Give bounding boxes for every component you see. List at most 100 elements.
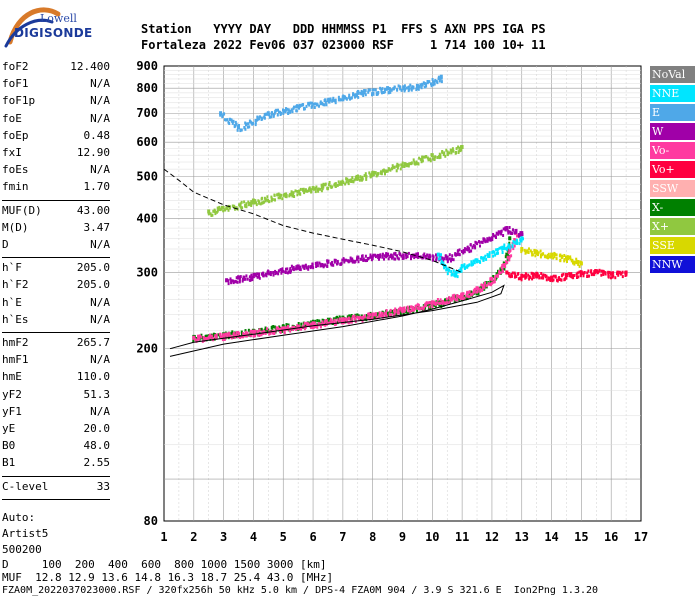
data-point bbox=[442, 300, 445, 304]
data-point bbox=[260, 272, 263, 276]
data-point bbox=[440, 253, 442, 257]
data-point bbox=[516, 239, 519, 243]
data-point bbox=[501, 267, 504, 271]
data-point bbox=[254, 273, 257, 277]
data-point bbox=[275, 108, 278, 112]
data-point bbox=[538, 276, 541, 280]
data-point bbox=[298, 191, 301, 195]
data-point bbox=[245, 274, 248, 278]
data-point bbox=[304, 189, 307, 193]
data-point bbox=[310, 325, 313, 329]
data-point bbox=[515, 275, 518, 279]
data-point bbox=[515, 239, 518, 243]
data-point bbox=[438, 155, 441, 158]
data-point bbox=[295, 326, 298, 330]
data-point bbox=[425, 82, 427, 86]
param-value: 48.0 bbox=[83, 439, 111, 453]
data-point bbox=[391, 167, 394, 171]
data-point bbox=[459, 267, 462, 271]
data-point bbox=[222, 333, 225, 337]
data-point bbox=[412, 253, 414, 257]
data-point bbox=[379, 253, 382, 257]
data-point bbox=[575, 257, 578, 261]
data-point bbox=[268, 330, 271, 334]
data-point bbox=[482, 258, 485, 262]
data-point bbox=[425, 301, 428, 305]
data-point bbox=[354, 176, 357, 179]
data-point bbox=[393, 313, 396, 317]
data-point bbox=[260, 197, 263, 201]
data-point bbox=[445, 301, 448, 305]
y-tick-label: 900 bbox=[136, 59, 158, 73]
data-point bbox=[247, 203, 250, 207]
data-point bbox=[221, 114, 224, 118]
data-point-anchor bbox=[237, 125, 240, 130]
data-point bbox=[473, 287, 476, 291]
data-point bbox=[466, 291, 468, 295]
data-point bbox=[324, 98, 327, 102]
data-point bbox=[401, 164, 404, 168]
data-point bbox=[247, 200, 250, 204]
data-point bbox=[370, 174, 372, 178]
data-point bbox=[321, 318, 324, 322]
data-point bbox=[485, 284, 488, 288]
data-point bbox=[484, 281, 487, 284]
data-point bbox=[345, 177, 348, 181]
data-point bbox=[469, 292, 472, 296]
data-point bbox=[439, 155, 442, 159]
data-point bbox=[509, 230, 512, 234]
data-point bbox=[233, 336, 236, 339]
data-point bbox=[457, 151, 460, 154]
data-point bbox=[422, 307, 425, 311]
data-point bbox=[332, 96, 335, 100]
data-point bbox=[385, 309, 388, 312]
data-point-anchor bbox=[436, 252, 440, 257]
data-point bbox=[433, 80, 436, 84]
data-point bbox=[475, 291, 478, 295]
param-row: foE N/A bbox=[2, 112, 110, 129]
data-point bbox=[616, 272, 618, 276]
data-point bbox=[373, 313, 376, 317]
data-point bbox=[233, 125, 236, 129]
data-point bbox=[457, 249, 459, 253]
data-point bbox=[306, 321, 309, 325]
data-point bbox=[290, 327, 293, 331]
data-point bbox=[478, 240, 480, 244]
data-point bbox=[308, 102, 311, 105]
data-point bbox=[210, 334, 213, 338]
x-tick-label: 17 bbox=[634, 530, 648, 544]
data-point bbox=[370, 172, 373, 176]
data-point bbox=[256, 272, 259, 276]
data-point bbox=[224, 208, 226, 212]
data-point bbox=[364, 317, 367, 321]
data-point bbox=[316, 325, 319, 329]
data-point bbox=[460, 145, 462, 149]
data-point bbox=[483, 284, 486, 287]
data-point bbox=[353, 260, 356, 264]
data-point bbox=[410, 161, 413, 165]
data-point bbox=[205, 337, 208, 341]
data-point bbox=[531, 253, 534, 257]
data-point bbox=[328, 100, 330, 104]
data-point bbox=[267, 199, 270, 203]
data-point bbox=[304, 323, 307, 327]
data-point bbox=[519, 234, 522, 237]
data-point bbox=[319, 101, 322, 105]
data-point bbox=[435, 300, 438, 304]
data-point bbox=[354, 95, 356, 99]
data-point bbox=[272, 273, 275, 277]
data-point bbox=[313, 321, 316, 325]
data-point bbox=[359, 316, 362, 320]
data-point bbox=[259, 202, 262, 206]
data-point bbox=[440, 303, 443, 307]
data-point bbox=[233, 280, 236, 284]
data-point bbox=[282, 108, 284, 112]
data-point bbox=[595, 269, 598, 273]
data-point bbox=[290, 190, 293, 194]
data-point bbox=[453, 299, 456, 303]
data-point bbox=[471, 246, 474, 250]
data-point bbox=[208, 334, 211, 338]
data-point bbox=[483, 281, 486, 285]
data-point bbox=[515, 240, 517, 244]
data-point bbox=[425, 84, 428, 88]
